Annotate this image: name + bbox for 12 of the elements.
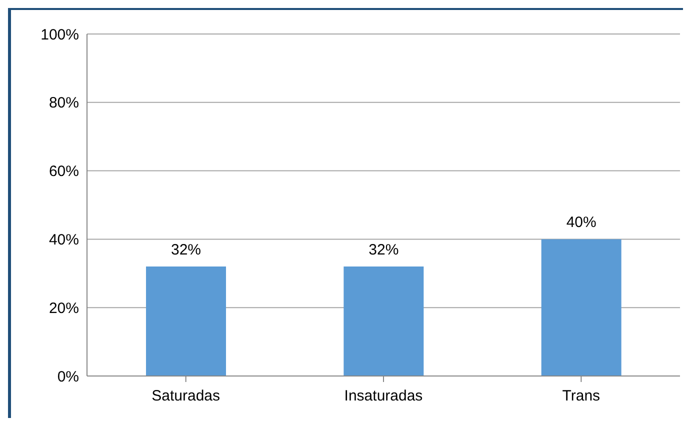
y-tick-label: 40% <box>48 232 79 249</box>
x-tick-label: Insaturadas <box>344 388 423 405</box>
data-label: 32% <box>170 242 202 259</box>
y-tick-label: 0% <box>57 368 79 386</box>
y-tick-label: 100% <box>40 26 79 44</box>
y-tick-label: 60% <box>48 163 79 180</box>
data-label: 40% <box>566 214 596 232</box>
x-tick-label: Saturadas <box>152 388 220 405</box>
y-tick-label: 80% <box>48 94 79 112</box>
data-label: 32% <box>368 242 399 259</box>
x-tick-label: Trans <box>562 388 600 405</box>
y-tick-label: 20% <box>48 300 79 317</box>
